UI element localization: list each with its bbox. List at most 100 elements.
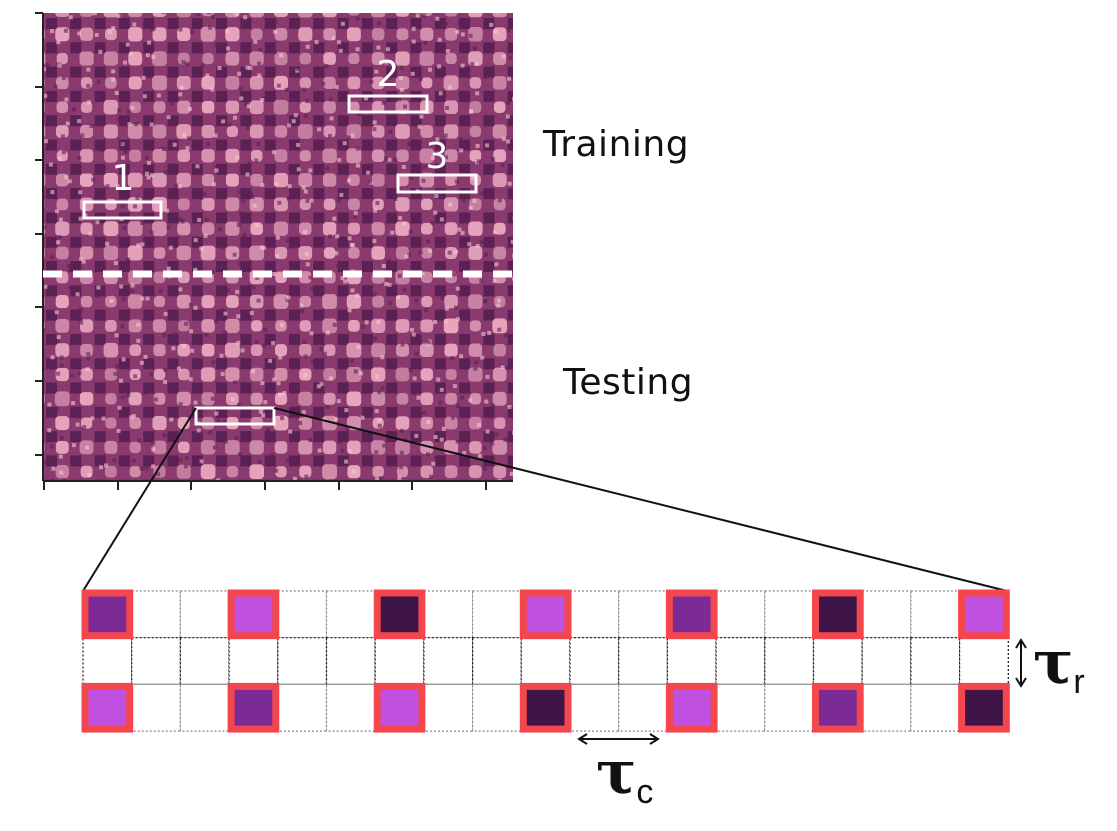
lattice-speckle — [161, 13, 166, 15]
zoom-cell — [861, 683, 912, 732]
lattice-atom — [348, 174, 360, 186]
lattice-speckle — [187, 136, 192, 141]
lattice-gap — [264, 66, 276, 78]
lattice-gap — [337, 285, 349, 297]
lattice-speckle — [79, 320, 84, 325]
lattice-gap — [483, 212, 495, 224]
lattice-gap — [410, 18, 422, 29]
lattice-gap — [143, 261, 155, 272]
lattice-speckle — [120, 204, 125, 209]
lattice-gap — [459, 163, 471, 175]
lattice-speckle — [59, 470, 64, 475]
lattice-gap — [361, 285, 373, 297]
lattice-speckle — [250, 369, 255, 374]
lattice-speckle — [165, 208, 170, 213]
lattice-speckle — [407, 142, 412, 147]
lattice-gap — [337, 90, 349, 102]
lattice-speckle — [98, 49, 103, 54]
lattice-speckle — [439, 217, 444, 222]
zoom-cell — [82, 637, 133, 686]
lattice-speckle — [286, 295, 291, 300]
lattice-gap — [483, 358, 495, 370]
lattice-gap — [386, 406, 398, 418]
lattice-gap — [216, 18, 228, 29]
lattice-speckle — [387, 157, 392, 162]
lattice-atom — [299, 150, 311, 162]
lattice-atom — [299, 77, 311, 89]
lattice-gap — [313, 66, 325, 78]
lattice-gap — [46, 115, 57, 127]
lattice-atom — [250, 149, 263, 162]
lattice-speckle — [347, 236, 352, 241]
lattice-speckle — [476, 159, 481, 164]
lattice-speckle — [346, 135, 351, 140]
lattice-atom — [225, 27, 240, 42]
lattice-gap — [264, 261, 276, 272]
lattice-speckle — [220, 371, 225, 376]
lattice-gap — [459, 285, 471, 297]
lattice-speckle — [440, 296, 445, 301]
lattice-speckle — [328, 487, 332, 491]
lattice-atom — [273, 221, 289, 236]
lattice-gap — [507, 382, 513, 394]
lattice-speckle — [537, 349, 541, 353]
lattice-gap — [434, 431, 446, 443]
lattice-speckle — [335, 234, 340, 239]
lattice-atom — [395, 439, 410, 455]
lattice-atom — [518, 271, 530, 283]
lattice-speckle — [338, 439, 343, 444]
lattice-speckle — [476, 422, 481, 427]
lattice-gap — [483, 18, 495, 29]
lattice-atom — [128, 27, 143, 42]
lattice-atom — [347, 76, 361, 90]
lattice-atom — [249, 440, 264, 455]
lattice-speckle — [223, 419, 228, 424]
lattice-atom — [322, 221, 337, 236]
lattice-gap — [264, 163, 276, 175]
lattice-speckle — [516, 423, 520, 427]
lattice-speckle — [214, 319, 219, 324]
lattice-atom — [225, 318, 240, 334]
lattice-atom — [201, 13, 215, 17]
lattice-speckle — [68, 285, 73, 290]
lattice-gap — [434, 261, 446, 272]
lattice-atom — [346, 294, 362, 309]
lattice-atom — [493, 198, 506, 211]
lattice-speckle — [96, 293, 101, 298]
lattice-atom — [299, 343, 312, 357]
lattice-speckle — [485, 374, 490, 379]
lattice-speckle — [238, 261, 243, 266]
lattice-gap — [289, 66, 300, 78]
lattice-speckle — [500, 163, 505, 168]
lattice-speckle — [435, 16, 440, 21]
lattice-atom — [468, 489, 483, 504]
lattice-speckle — [137, 438, 142, 443]
lattice-gap — [483, 333, 495, 345]
lattice-speckle — [463, 98, 468, 103]
lattice-atom — [322, 148, 337, 164]
lattice-speckle — [43, 460, 47, 465]
lattice-atom — [225, 489, 240, 504]
lattice-atom — [395, 13, 410, 17]
lattice-atom — [103, 342, 119, 358]
lattice-gap — [265, 504, 276, 515]
lattice-speckle — [309, 492, 313, 496]
lattice-atom — [492, 318, 508, 334]
lattice-speckle — [309, 198, 314, 203]
lattice-speckle — [411, 332, 416, 337]
lattice-gap — [240, 431, 252, 443]
lattice-speckle — [199, 246, 204, 251]
lattice-speckle — [304, 252, 309, 257]
lattice-atom — [493, 417, 506, 429]
lattice-atom — [56, 101, 69, 113]
lattice-speckle — [96, 79, 101, 84]
lattice-speckle — [387, 282, 392, 287]
lattice-speckle — [270, 499, 274, 503]
lattice-speckle — [189, 329, 194, 334]
lattice-speckle — [475, 6, 479, 10]
lattice-speckle — [308, 275, 313, 280]
lattice-speckle — [414, 351, 419, 356]
lattice-gap — [532, 188, 543, 199]
lattice-atom — [176, 489, 191, 504]
lattice-gap — [119, 504, 130, 515]
